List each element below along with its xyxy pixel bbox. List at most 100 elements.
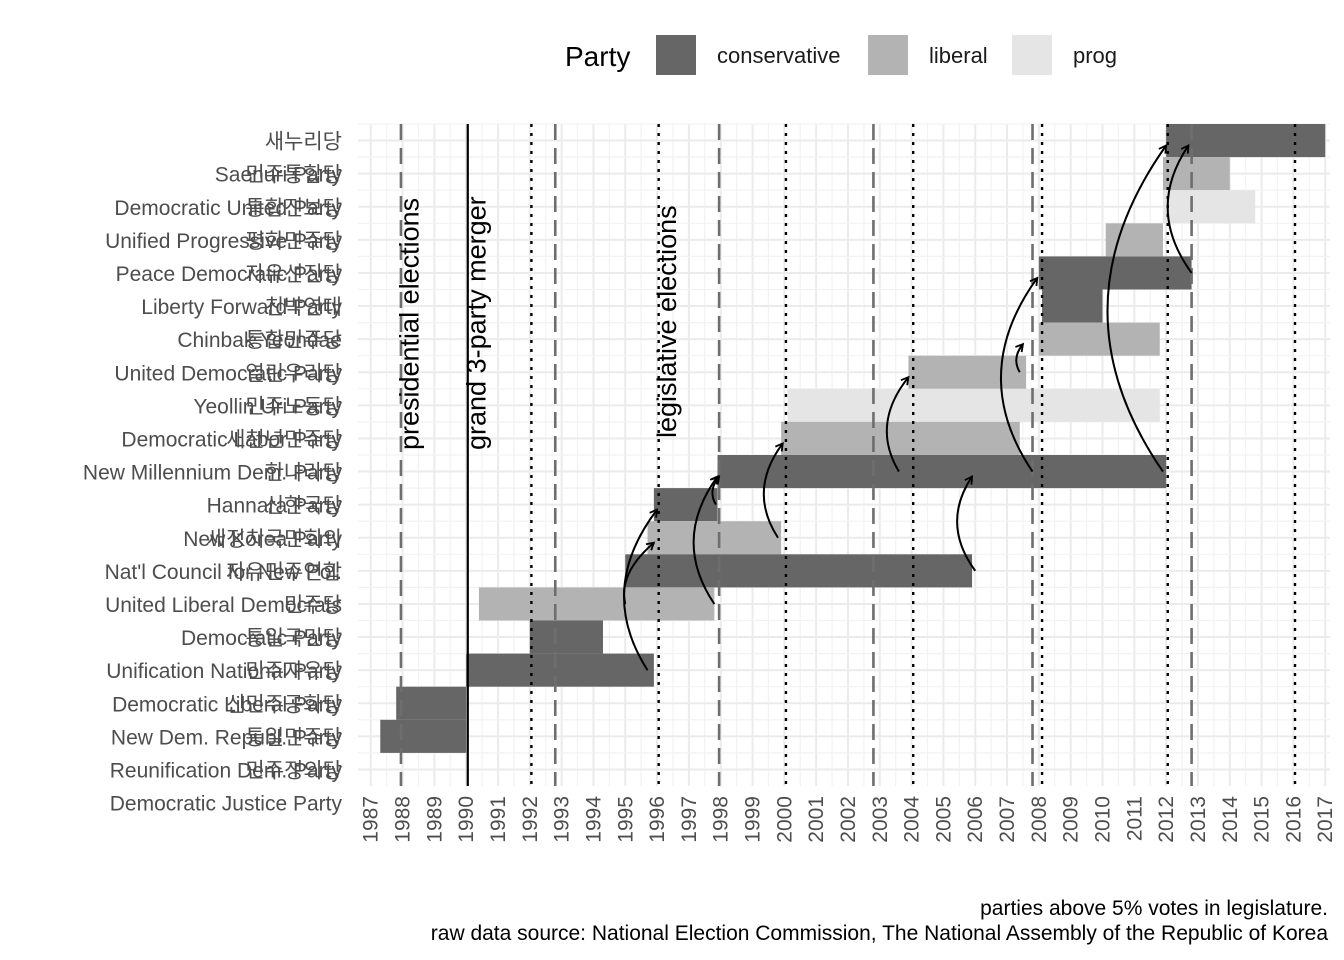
x-tick-label: 2014	[1219, 796, 1242, 843]
bar-liberal	[781, 421, 1020, 455]
x-tick-label: 2017	[1314, 796, 1337, 843]
caption: parties above 5% votes in legislature.ra…	[431, 897, 1329, 945]
x-tick-label: 1990	[455, 796, 478, 843]
y-tick-english: New Korea Party	[183, 528, 342, 551]
y-tick-english: New Millennium Dem. Party	[83, 462, 343, 485]
bar-conservative	[1038, 256, 1192, 290]
y-tick-korean: 민주통합당	[245, 164, 342, 187]
x-tick-label: 2000	[773, 796, 796, 843]
y-tick-english: New Dem. Republ. Party	[111, 726, 343, 749]
x-tick-label: 1988	[392, 796, 415, 843]
transition-arrow	[692, 475, 719, 605]
y-tick-korean: 통일국민당	[245, 627, 342, 650]
legend-title: Party	[565, 41, 630, 72]
x-tick-label: 1987	[360, 796, 383, 843]
bar-conservative	[529, 620, 603, 654]
x-tick-label: 1992	[519, 796, 542, 843]
x-tick-label: 2001	[805, 796, 828, 843]
legend: Party conservative liberal prog	[565, 35, 1117, 75]
x-tick-label: 1998	[710, 796, 733, 843]
x-tick-label: 2011	[1123, 796, 1146, 841]
annotations: presidential elections grand 3-party merg…	[394, 196, 682, 450]
y-tick-english: United Liberal Democrats	[105, 594, 342, 617]
transition-arrow	[762, 441, 784, 539]
x-tick-label: 2010	[1092, 796, 1115, 843]
x-tick-label: 1999	[742, 796, 765, 843]
y-tick-english: Democratic Labor Party	[121, 428, 342, 451]
y-tick-english: Peace Democratic Party	[116, 263, 343, 286]
x-tick-label: 2002	[837, 796, 860, 843]
legend-key-prog	[1012, 35, 1052, 75]
y-tick-korean: 통합진보당	[245, 197, 342, 220]
y-tick-english: Unification National Party	[106, 660, 342, 683]
bar-liberal	[647, 521, 782, 555]
y-tick-korean: 통합민주당	[245, 329, 342, 352]
x-tick-label: 2007	[996, 796, 1019, 843]
y-tick-english: Democratic United Party	[114, 197, 342, 220]
annotation-presidential-label: presidential elections	[394, 198, 424, 450]
election-lines	[399, 124, 1297, 786]
bar-prog	[1162, 190, 1256, 224]
y-tick-english: Hannara Party	[207, 495, 343, 518]
y-tick-korean: 평화민주당	[245, 230, 342, 253]
bar-conservative	[1166, 124, 1326, 158]
x-tick-label: 1995	[614, 796, 637, 843]
x-tick-label: 1997	[678, 796, 701, 843]
legend-label-conservative: conservative	[717, 43, 841, 68]
caption-line: parties above 5% votes in legislature.	[980, 897, 1328, 920]
transition-arrow	[711, 475, 721, 506]
y-tick-korean: 민주노동당	[245, 395, 342, 418]
y-tick-korean: 신민주공화당	[226, 693, 342, 716]
y-tick-english: Unified Progressive Party	[105, 230, 342, 253]
y-tick-korean: 자유선진당	[245, 263, 342, 286]
bar-liberal	[478, 587, 715, 621]
x-tick-label: 2008	[1028, 796, 1051, 843]
bar-conservative	[396, 686, 467, 720]
bar-liberal	[908, 355, 1027, 389]
bar-conservative	[625, 554, 973, 588]
y-tick-korean: 새누리당	[265, 131, 342, 154]
x-tick-label: 2016	[1282, 796, 1305, 843]
y-tick-korean: 열린우리당	[245, 362, 342, 385]
x-tick-label: 1993	[551, 796, 574, 843]
annotation-legislative-label: legislative elections	[652, 205, 682, 438]
x-tick-label: 1994	[582, 796, 605, 843]
x-tick-label: 2015	[1251, 796, 1274, 843]
legend-key-conservative	[656, 35, 696, 75]
bar-conservative	[1042, 289, 1103, 323]
y-tick-english: Yeollin Uri Party	[193, 395, 342, 418]
bar-prog	[787, 388, 1160, 422]
y-tick-english: United Democratic Party	[114, 362, 342, 385]
y-tick-english: Democratic Liberal Party	[112, 693, 342, 716]
y-tick-english: Liberty Forward Party	[141, 296, 342, 319]
x-tick-label: 1996	[646, 796, 669, 843]
y-tick-korean: 새정치국민회의	[207, 528, 342, 551]
x-tick-label: 2012	[1155, 796, 1178, 843]
y-tick-korean: 민주정의당	[245, 759, 342, 782]
x-tick-label: 2004	[901, 796, 924, 843]
y-tick-korean: 신한국당	[265, 495, 342, 518]
transition-arrow	[885, 375, 910, 473]
y-tick-korean: 새천년민주당	[226, 428, 342, 451]
y-axis: 새누리당민주통합당통합진보당평화민주당자유선진당친박연대통합민주당열린우리당민주…	[83, 131, 343, 816]
legend-label-prog: prog	[1073, 43, 1117, 68]
x-tick-label: 2009	[1060, 796, 1083, 843]
transition-arrow	[1106, 144, 1168, 473]
x-tick-label: 2006	[964, 796, 987, 843]
y-tick-english: Nat'l Council for New Pol.	[105, 561, 342, 584]
y-tick-korean: 민주자유당	[245, 660, 342, 683]
caption-line: raw data source: National Election Commi…	[431, 922, 1329, 945]
bar-conservative	[380, 719, 467, 753]
grid	[358, 123, 1330, 786]
y-tick-korean: 민주당	[284, 594, 342, 617]
legend-label-liberal: liberal	[929, 43, 988, 68]
x-tick-label: 2005	[932, 796, 955, 843]
y-tick-korean: 자유민주연합	[226, 561, 342, 584]
x-tick-label: 1989	[423, 796, 446, 843]
x-tick-label: 2003	[869, 796, 892, 843]
y-tick-english: Democratic Justice Party	[110, 793, 343, 816]
arrows	[623, 144, 1193, 671]
y-tick-english: Chinbak Yeondae	[177, 329, 342, 352]
